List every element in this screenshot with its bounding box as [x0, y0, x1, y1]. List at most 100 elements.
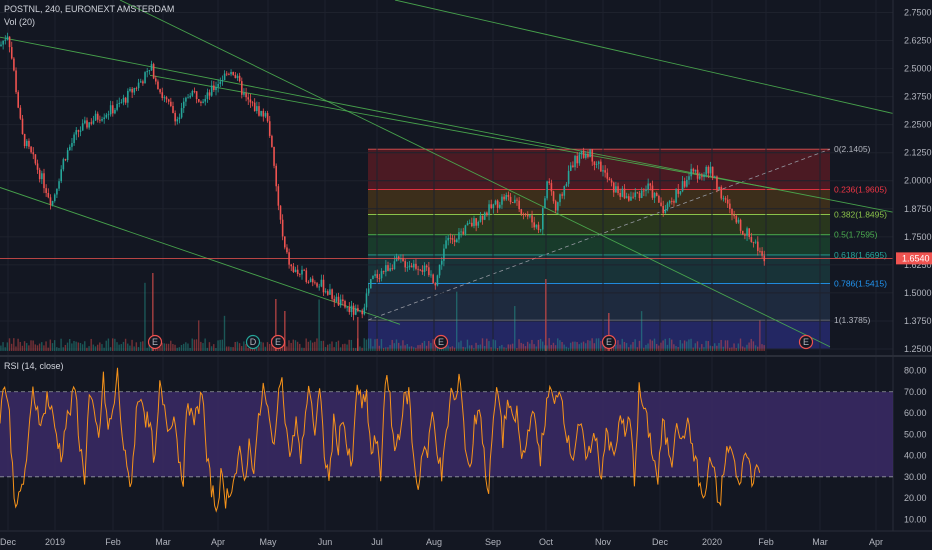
- volume-bar: [729, 347, 731, 351]
- volume-bar: [195, 339, 198, 351]
- fib-trend-line[interactable]: [367, 148, 831, 321]
- volume-bar: [531, 339, 533, 351]
- candle-body: [232, 72, 234, 75]
- volume-bar: [320, 340, 322, 351]
- candle-body: [539, 229, 542, 231]
- rsi-tick-label: 20.00: [904, 493, 927, 503]
- trendline[interactable]: [0, 187, 401, 325]
- volume-bar: [705, 340, 707, 351]
- candle-body: [71, 143, 73, 147]
- volume-bar: [628, 347, 630, 351]
- candle-body: [359, 310, 361, 312]
- candle-body: [561, 194, 563, 196]
- volume-bar: [720, 339, 722, 351]
- candle-body: [662, 205, 664, 214]
- earnings-marker[interactable]: E: [601, 334, 617, 350]
- candle-body: [475, 218, 477, 226]
- candle-body: [612, 182, 615, 193]
- volume-bar: [378, 345, 380, 351]
- earnings-marker[interactable]: E: [270, 334, 286, 350]
- event-marker-circle: [270, 334, 286, 350]
- volume-spike: [357, 317, 359, 351]
- candle-body: [225, 73, 228, 75]
- volume-bar: [668, 338, 671, 351]
- candle-body: [73, 134, 75, 144]
- volume-bar: [542, 341, 544, 351]
- candle-body: [19, 107, 22, 119]
- earnings-marker[interactable]: E: [798, 334, 814, 350]
- candle-body: [615, 186, 617, 193]
- earnings-marker[interactable]: E: [433, 334, 449, 350]
- volume-bar: [692, 347, 694, 351]
- candle-body: [4, 39, 7, 41]
- candle-body: [191, 91, 194, 96]
- candle-body: [658, 195, 660, 203]
- trendlines[interactable]: [0, 0, 894, 348]
- trendline[interactable]: [119, 0, 831, 348]
- candle-body: [752, 242, 755, 243]
- volume-bar: [546, 345, 548, 351]
- earnings-marker[interactable]: E: [147, 334, 163, 350]
- candle-body: [608, 178, 611, 181]
- candle-body: [443, 248, 445, 261]
- volume-bar: [15, 346, 17, 351]
- candle-body: [737, 219, 740, 223]
- volume-bar: [649, 339, 651, 351]
- candle-body: [623, 188, 626, 199]
- candle-body: [526, 214, 529, 217]
- volume-bar: [213, 344, 215, 351]
- trendline[interactable]: [394, 0, 894, 114]
- candle-body: [350, 305, 353, 313]
- candle-body: [501, 196, 503, 205]
- volume-bar: [501, 344, 503, 351]
- volume-bar: [709, 345, 712, 351]
- price-pane[interactable]: 0(2.1405) 0.236(1.9605) 0.382(1.8495) 0.5(1…: [0, 0, 894, 530]
- volume-bar: [331, 341, 333, 351]
- volume-bar: [518, 339, 520, 351]
- candle-body: [509, 196, 512, 203]
- candle-body: [348, 306, 351, 313]
- volume-bar: [217, 340, 219, 351]
- event-marker-circle: [433, 334, 449, 350]
- candle-body: [367, 288, 370, 294]
- volume-bar: [460, 340, 462, 351]
- volume-bar: [363, 338, 365, 351]
- volume-bar: [683, 340, 686, 351]
- fibonacci-retracement[interactable]: [367, 148, 831, 349]
- candle-body: [208, 92, 211, 96]
- rsi-axis[interactable]: 80.00 70.00 60.00 50.00 40.00 30.00 20.00 10.00: [904, 366, 927, 525]
- price-tick-label: 2.0000: [904, 176, 932, 186]
- time-axis[interactable]: Dec 2019 Feb Mar Apr May Jun Jul Aug Sep Oct Nov Dec…: [0, 537, 883, 547]
- volume-bar: [404, 345, 406, 351]
- dividend-marker[interactable]: D: [245, 334, 261, 350]
- trendline[interactable]: [149, 74, 781, 191]
- volume-bar: [464, 347, 466, 351]
- rsi-pane[interactable]: RSI (14, close): [0, 361, 893, 513]
- candle-body: [170, 101, 172, 107]
- volume-bar: [146, 347, 148, 351]
- volume-bar: [735, 347, 737, 351]
- candle-body: [47, 192, 50, 198]
- volume-bar: [292, 339, 294, 351]
- volume-bar: [139, 341, 142, 351]
- candle-body: [75, 130, 78, 135]
- volume-bar: [432, 339, 434, 351]
- candle-body: [256, 106, 258, 112]
- volume-bars: [0, 273, 765, 351]
- candle-body: [187, 97, 189, 99]
- last-price-tag: 1.6540: [896, 252, 932, 265]
- volume-bar: [421, 342, 423, 351]
- volume-bar: [722, 346, 724, 351]
- candle-body: [281, 219, 284, 237]
- volume-spike: [275, 299, 277, 351]
- volume-bar: [522, 343, 525, 351]
- candle-body: [548, 181, 551, 184]
- candle-body: [284, 236, 286, 248]
- volume-bar: [402, 340, 404, 351]
- candle-body: [357, 308, 359, 312]
- volume-bar: [299, 343, 301, 351]
- volume-bar: [434, 341, 436, 351]
- candle-body: [344, 301, 346, 308]
- volume-bar: [193, 339, 196, 351]
